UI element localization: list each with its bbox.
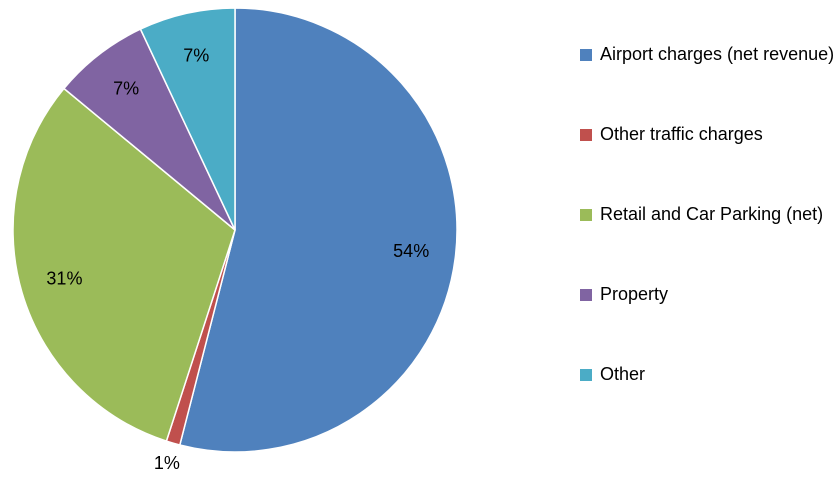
legend-label: Airport charges (net revenue) bbox=[600, 44, 834, 64]
legend-swatch bbox=[580, 129, 592, 141]
legend-swatch bbox=[580, 289, 592, 301]
pie-slice bbox=[12, 87, 236, 443]
legend-label: Other traffic charges bbox=[600, 124, 763, 144]
pie-slice bbox=[178, 7, 458, 453]
data-label: 31% bbox=[46, 268, 82, 288]
data-label: 7% bbox=[113, 78, 139, 98]
pie-slice bbox=[139, 7, 236, 231]
legend-label: Other bbox=[600, 364, 645, 384]
data-label: 1% bbox=[154, 453, 180, 473]
data-label: 7% bbox=[183, 45, 209, 65]
legend-swatch bbox=[580, 49, 592, 61]
legend-swatch bbox=[580, 369, 592, 381]
legend-label: Property bbox=[600, 284, 668, 304]
data-label: 54% bbox=[393, 241, 429, 261]
legend-swatch bbox=[580, 209, 592, 221]
legend-label: Retail and Car Parking (net) bbox=[600, 204, 823, 224]
